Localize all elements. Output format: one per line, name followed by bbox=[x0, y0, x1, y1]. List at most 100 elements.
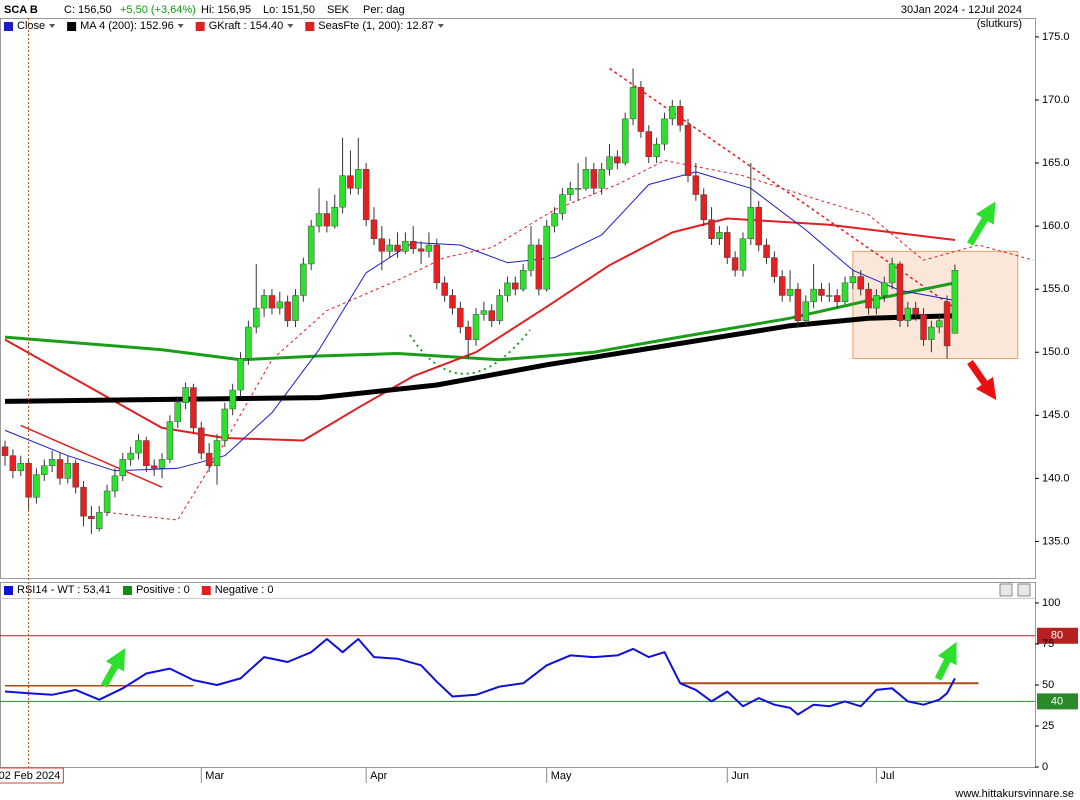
legend-label: MA 4 (200): 152.96 bbox=[80, 20, 174, 32]
candle-body bbox=[229, 389, 236, 410]
candle-body bbox=[1, 446, 9, 456]
candle-body bbox=[653, 143, 660, 157]
legend-swatch bbox=[305, 22, 315, 31]
candle-body bbox=[88, 515, 95, 519]
candle-body bbox=[504, 282, 511, 296]
candle-body bbox=[95, 512, 103, 530]
candle-body bbox=[928, 326, 935, 340]
legend-swatch bbox=[4, 22, 13, 31]
candle-body bbox=[716, 232, 723, 239]
legend-swatch bbox=[195, 22, 205, 31]
candle-body bbox=[409, 240, 417, 250]
candle-body bbox=[676, 106, 684, 126]
candle-body bbox=[72, 462, 79, 488]
candle-body bbox=[621, 118, 629, 164]
y-tick-label: 140.0 bbox=[1042, 472, 1070, 484]
series-line bbox=[4, 171, 955, 472]
low: Lo: 151,50 bbox=[263, 4, 315, 16]
candle-body bbox=[700, 194, 707, 221]
x-tick-label: Jul bbox=[880, 770, 894, 782]
candle-body bbox=[684, 124, 692, 176]
arrow bbox=[100, 648, 126, 688]
candle-body bbox=[818, 288, 825, 296]
y-tick-label: 100 bbox=[1042, 597, 1060, 609]
close-icon[interactable] bbox=[1017, 583, 1031, 597]
ticker: SCA B bbox=[4, 4, 38, 16]
candle-body bbox=[331, 206, 338, 227]
series-line bbox=[107, 160, 1034, 521]
candle-body bbox=[315, 213, 323, 227]
candle-body bbox=[535, 244, 543, 290]
level-label-box bbox=[1037, 693, 1078, 710]
candle-body bbox=[786, 288, 794, 296]
candle-body bbox=[896, 263, 904, 321]
header: SCA B C: 156,50 +5,50 (+3,64%) Hi: 156,9… bbox=[4, 4, 1022, 30]
legend-menu-caret bbox=[177, 24, 184, 28]
candle-body bbox=[802, 301, 810, 321]
candle-body bbox=[873, 295, 880, 309]
price-mode: (slutkurs) bbox=[977, 18, 1022, 30]
candle-body bbox=[433, 244, 441, 284]
legend-swatch bbox=[67, 22, 77, 31]
y-tick-label: 0 bbox=[1042, 761, 1048, 773]
high: Hi: 156,95 bbox=[201, 4, 251, 16]
candle-body bbox=[488, 310, 496, 321]
candle-body bbox=[292, 295, 299, 321]
candle-body bbox=[362, 169, 370, 221]
candle-body bbox=[480, 310, 488, 315]
candle-body bbox=[708, 219, 715, 239]
candle-body bbox=[778, 276, 786, 296]
candle-body bbox=[881, 282, 888, 296]
candle-body bbox=[80, 486, 87, 517]
candle-body bbox=[755, 206, 762, 246]
candle-body bbox=[339, 175, 346, 208]
candle-body bbox=[739, 238, 747, 271]
candle-body bbox=[355, 169, 362, 189]
candle-body bbox=[17, 462, 24, 472]
candle-body bbox=[111, 475, 119, 492]
candle-body bbox=[135, 440, 142, 454]
series-line bbox=[4, 313, 955, 404]
y-tick-label: 135.0 bbox=[1042, 535, 1070, 547]
legend-label: Negative : 0 bbox=[215, 584, 274, 596]
series-line bbox=[4, 281, 956, 362]
candle-body bbox=[857, 276, 864, 290]
y-tick-label: 75 bbox=[1042, 638, 1054, 650]
candle-body bbox=[606, 156, 613, 170]
y-tick-label: 50 bbox=[1042, 679, 1054, 691]
candle-body bbox=[794, 288, 802, 321]
zoom-icon[interactable] bbox=[999, 583, 1013, 597]
legend-menu-caret bbox=[437, 24, 444, 28]
candle-body bbox=[912, 307, 919, 315]
x-tick-label: Jun bbox=[731, 770, 749, 782]
highlight-box bbox=[852, 250, 1019, 360]
x-tick-label: May bbox=[551, 770, 572, 782]
candle-body bbox=[841, 282, 849, 303]
panel-icons[interactable] bbox=[999, 583, 1031, 597]
candle-body bbox=[300, 263, 307, 296]
candle-body bbox=[496, 295, 503, 321]
candle-body bbox=[551, 213, 558, 227]
candle-body bbox=[64, 462, 72, 479]
candle-body bbox=[174, 402, 181, 422]
level-label: 80 bbox=[1051, 630, 1063, 642]
candle-body bbox=[645, 131, 653, 157]
level-label-box bbox=[1037, 627, 1078, 644]
legend-label: GKraft : 154.40 bbox=[209, 20, 284, 32]
candle-body bbox=[276, 301, 284, 309]
trendline bbox=[20, 424, 163, 488]
candle-body bbox=[935, 320, 943, 328]
y-tick-label: 175.0 bbox=[1042, 31, 1070, 43]
candle-body bbox=[763, 244, 770, 258]
y-tick-label: 155.0 bbox=[1042, 283, 1070, 295]
currency: SEK bbox=[327, 4, 350, 16]
arrow bbox=[934, 641, 957, 681]
candle-body bbox=[472, 314, 480, 340]
candle-body bbox=[614, 156, 621, 164]
y-tick-label: 150.0 bbox=[1042, 346, 1070, 358]
candle-body bbox=[158, 459, 166, 469]
candle-body bbox=[48, 459, 56, 466]
candle-body bbox=[182, 387, 189, 403]
candle-body bbox=[127, 452, 134, 460]
